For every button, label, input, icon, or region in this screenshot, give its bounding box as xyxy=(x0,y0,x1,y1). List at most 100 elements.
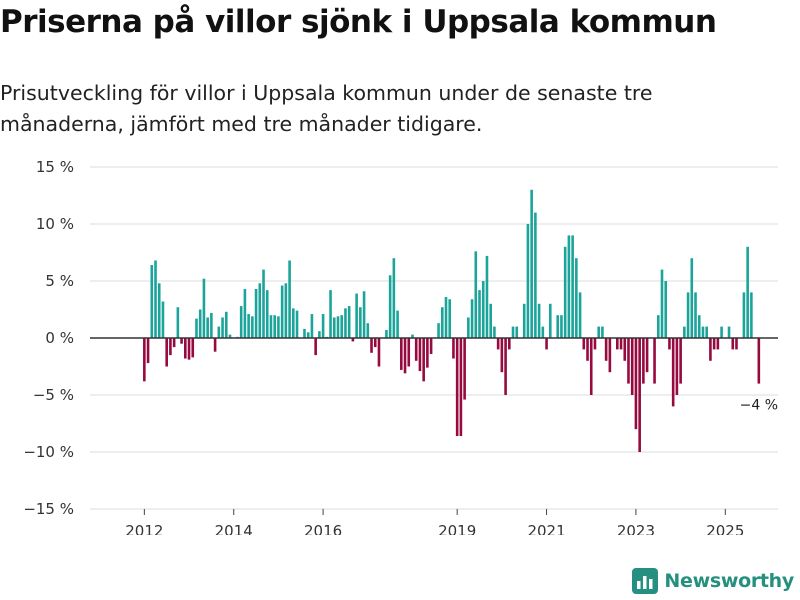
bar xyxy=(660,269,664,338)
x-tick-label: 2016 xyxy=(304,522,342,535)
bar xyxy=(459,338,463,437)
bar xyxy=(388,275,392,338)
bar xyxy=(709,338,712,361)
bars xyxy=(143,189,761,452)
bar xyxy=(362,291,366,338)
bar xyxy=(143,338,146,382)
bar xyxy=(161,301,165,338)
bar xyxy=(150,265,154,338)
bar xyxy=(254,288,258,338)
bar xyxy=(198,309,202,338)
bar xyxy=(403,338,407,374)
bar xyxy=(310,314,314,338)
bar xyxy=(321,314,325,338)
bar xyxy=(522,303,526,338)
bar xyxy=(675,338,679,395)
y-tick-label: 0 % xyxy=(45,329,74,347)
bar xyxy=(668,338,671,350)
x-tick-label: 2012 xyxy=(125,522,163,535)
bar xyxy=(642,338,645,384)
bar xyxy=(619,338,623,350)
bar xyxy=(228,334,232,338)
bar xyxy=(422,338,425,382)
bar xyxy=(344,308,347,338)
bar xyxy=(329,290,332,338)
bar xyxy=(448,299,452,338)
y-tick-label: 15 % xyxy=(36,158,74,176)
bar xyxy=(280,285,284,338)
bar xyxy=(176,307,180,338)
bar xyxy=(735,338,738,350)
bar xyxy=(202,278,206,338)
y-tick-label: 10 % xyxy=(36,215,74,233)
bar xyxy=(258,283,262,338)
bar xyxy=(623,338,627,361)
bar xyxy=(537,303,541,338)
bar xyxy=(470,299,474,338)
bar xyxy=(582,338,586,350)
bar xyxy=(694,292,697,338)
bar xyxy=(206,317,209,338)
bar xyxy=(545,338,548,350)
bar xyxy=(627,338,630,384)
bar xyxy=(683,326,686,338)
bar xyxy=(314,338,317,356)
bar xyxy=(593,338,597,350)
bar xyxy=(165,338,168,367)
bar xyxy=(727,326,731,338)
bar xyxy=(504,338,507,395)
bar xyxy=(437,323,440,338)
bar xyxy=(474,251,478,338)
bar xyxy=(705,326,708,338)
bar xyxy=(265,290,269,338)
bar xyxy=(213,338,217,352)
bar xyxy=(589,338,593,395)
bar xyxy=(653,338,656,384)
y-tick-label: 5 % xyxy=(45,272,74,290)
bar xyxy=(239,306,243,338)
bar xyxy=(679,338,682,384)
bar xyxy=(664,281,668,338)
bar xyxy=(359,307,362,338)
brand-name: Newsworthy xyxy=(664,570,794,592)
bar xyxy=(318,331,321,338)
bar xyxy=(288,260,291,338)
bar xyxy=(489,303,492,338)
x-tick-label: 2023 xyxy=(617,522,655,535)
bar xyxy=(604,338,608,361)
bar xyxy=(630,338,634,395)
x-tick-label: 2025 xyxy=(706,522,744,535)
bar xyxy=(418,338,422,372)
bar xyxy=(195,318,198,338)
bar xyxy=(560,315,563,338)
bar xyxy=(638,338,641,452)
bar xyxy=(355,293,358,338)
bar xyxy=(481,281,485,338)
bar xyxy=(720,326,723,338)
bar xyxy=(601,326,604,338)
x-tick-label: 2019 xyxy=(438,522,476,535)
bar xyxy=(336,316,340,338)
bar xyxy=(616,338,619,350)
bar xyxy=(172,338,176,348)
bar xyxy=(277,316,280,338)
bar xyxy=(426,338,429,368)
bar xyxy=(247,314,250,338)
bar xyxy=(731,338,735,350)
y-tick-label: −10 % xyxy=(23,443,74,461)
bar xyxy=(742,292,746,338)
bar xyxy=(191,338,195,358)
bar xyxy=(157,283,161,338)
bar xyxy=(400,338,403,370)
bar xyxy=(511,326,515,338)
bar xyxy=(154,260,157,338)
bar xyxy=(750,292,753,338)
bar xyxy=(351,338,355,342)
bar xyxy=(295,310,299,338)
bar xyxy=(169,338,172,356)
bar xyxy=(608,338,612,373)
bar xyxy=(656,315,660,338)
bar xyxy=(452,338,455,359)
y-tick-label: −5 % xyxy=(33,386,74,404)
bar xyxy=(671,338,675,407)
